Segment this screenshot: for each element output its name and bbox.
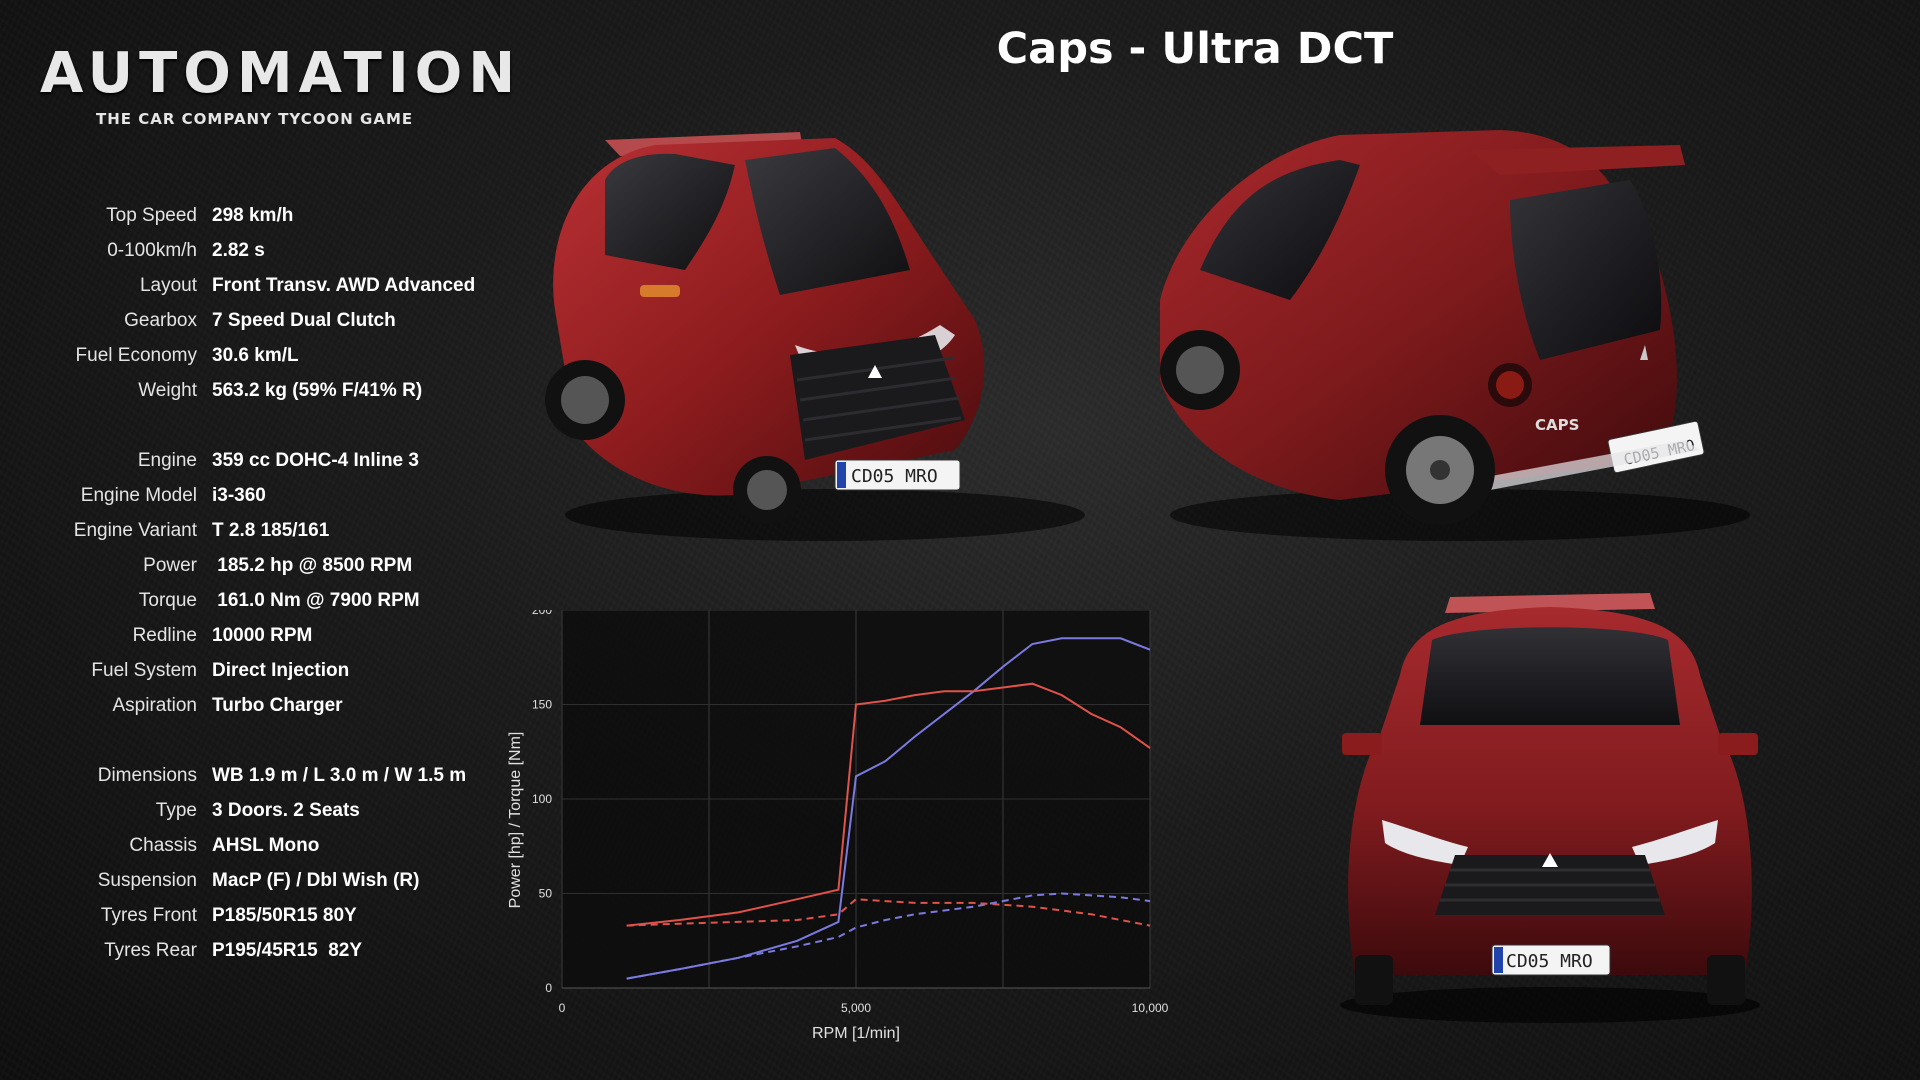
y-axis-label: Power [hp] / Torque [Nm] bbox=[507, 732, 524, 909]
spec-group-performance: Top Speed 298 km/h 0-100km/h 2.82 s Layout… bbox=[40, 198, 510, 408]
spec-row: Suspension MacP (F) / Dbl Wish (R) bbox=[40, 863, 510, 898]
x-tick-label: 0 bbox=[559, 1001, 566, 1015]
spec-row: Tyres Front P185/50R15 80Y bbox=[40, 898, 510, 933]
spec-label: Aspiration bbox=[112, 694, 198, 716]
spec-row: Redline 10000 RPM bbox=[40, 618, 510, 653]
game-logo: AUTOMATION THE CAR COMPANY TYCOON GAME bbox=[40, 41, 522, 134]
spec-label: Chassis bbox=[129, 834, 197, 856]
spec-sheet: Top Speed 298 km/h 0-100km/h 2.82 s Layout… bbox=[40, 198, 510, 968]
spec-value: T 2.8 185/161 bbox=[212, 519, 330, 541]
spec-value: AHSL Mono bbox=[212, 834, 320, 856]
spec-group-engine: Engine 359 cc DOHC-4 Inline 3 Engine Mode… bbox=[40, 443, 510, 723]
y-tick-label: 0 bbox=[545, 981, 552, 995]
series-line-3 bbox=[626, 892, 1151, 980]
series-line-2 bbox=[626, 682, 1151, 927]
spec-label: Gearbox bbox=[124, 309, 197, 331]
model-badge: CAPS bbox=[1535, 416, 1579, 434]
spec-label: Tyres Front bbox=[100, 904, 197, 926]
spec-row: Tyres Rear P195/45R15 82Y bbox=[40, 933, 510, 968]
x-tick-label: 5,000 bbox=[841, 1001, 871, 1015]
spec-row: Chassis AHSL Mono bbox=[40, 828, 510, 863]
car-title: Caps - Ultra DCT bbox=[996, 24, 1394, 74]
spec-value: Direct Injection bbox=[212, 659, 350, 681]
spec-value: MacP (F) / Dbl Wish (R) bbox=[212, 869, 420, 891]
spec-spacer bbox=[40, 723, 510, 758]
car-rear-three-quarter-image: CAPS CD05 MRO bbox=[1160, 130, 1750, 541]
spec-row: Dimensions WB 1.9 m / L 3.0 m / W 1.5 m bbox=[40, 758, 510, 793]
spec-value: P185/50R15 80Y bbox=[212, 904, 357, 926]
spec-value: 161.0 Nm @ 7900 RPM bbox=[212, 589, 420, 611]
spec-label: Fuel System bbox=[91, 659, 197, 681]
spec-row: Engine Variant T 2.8 185/161 bbox=[40, 513, 510, 548]
y-tick-label: 100 bbox=[532, 792, 552, 806]
grille-lines bbox=[796, 356, 962, 442]
chart-lines bbox=[626, 637, 1151, 980]
spec-label: Top Speed bbox=[106, 204, 197, 226]
spec-row: Engine 359 cc DOHC-4 Inline 3 bbox=[40, 443, 510, 478]
spec-value: 359 cc DOHC-4 Inline 3 bbox=[212, 449, 419, 471]
spec-row: Power 185.2 hp @ 8500 RPM bbox=[40, 548, 510, 583]
spec-label: Power bbox=[143, 554, 197, 576]
spec-value: 10000 RPM bbox=[212, 624, 313, 646]
series-line-1 bbox=[626, 637, 1151, 980]
spec-label: 0-100km/h bbox=[107, 239, 197, 261]
spec-value: 3 Doors. 2 Seats bbox=[212, 799, 360, 821]
spec-group-body: Dimensions WB 1.9 m / L 3.0 m / W 1.5 m T… bbox=[40, 758, 510, 968]
spec-row: Engine Model i3-360 bbox=[40, 478, 510, 513]
spec-label: Redline bbox=[132, 624, 197, 646]
spec-row: Layout Front Transv. AWD Advanced bbox=[40, 268, 510, 303]
spec-value: 563.2 kg (59% F/41% R) bbox=[212, 379, 423, 401]
spec-value: i3-360 bbox=[212, 484, 266, 506]
y-tick-label: 150 bbox=[532, 698, 552, 712]
car-front-view-image: CD05 MRO bbox=[1340, 593, 1760, 1023]
spec-row: Aspiration Turbo Charger bbox=[40, 688, 510, 723]
y-tick-label: 50 bbox=[539, 887, 553, 901]
x-tick-label: 10,000 bbox=[1132, 1001, 1169, 1015]
spec-row: 0-100km/h 2.82 s bbox=[40, 233, 510, 268]
spec-value: P195/45R15 82Y bbox=[212, 939, 363, 961]
spec-label: Fuel Economy bbox=[75, 344, 197, 366]
spec-value: 7 Speed Dual Clutch bbox=[212, 309, 396, 331]
spec-value: 298 km/h bbox=[212, 204, 294, 226]
grille-lines bbox=[1440, 868, 1660, 902]
spec-row: Gearbox 7 Speed Dual Clutch bbox=[40, 303, 510, 338]
spec-value: WB 1.9 m / L 3.0 m / W 1.5 m bbox=[212, 764, 467, 786]
spec-value: 2.82 s bbox=[212, 239, 265, 261]
power-torque-chart: 0 50 100 150 200 0 5,000 10,000 RPM [1/min] Pow… bbox=[507, 610, 1169, 1042]
y-tick-label: 200 bbox=[532, 610, 552, 617]
spec-label: Dimensions bbox=[97, 764, 197, 786]
spec-label: Layout bbox=[139, 274, 197, 296]
spec-spacer bbox=[40, 408, 510, 443]
brand-logo-icon bbox=[1542, 853, 1558, 867]
spec-value: 30.6 km/L bbox=[212, 344, 299, 366]
spec-row: Fuel Economy 30.6 km/L bbox=[40, 338, 510, 373]
spec-value: Front Transv. AWD Advanced bbox=[212, 274, 476, 296]
spec-label: Torque bbox=[138, 589, 197, 611]
brand-logo-icon bbox=[868, 365, 882, 378]
spec-label: Type bbox=[155, 799, 197, 821]
spec-label: Suspension bbox=[97, 869, 197, 891]
spec-row: Fuel System Direct Injection bbox=[40, 653, 510, 688]
spec-row: Torque 161.0 Nm @ 7900 RPM bbox=[40, 583, 510, 618]
spec-label: Weight bbox=[138, 379, 197, 401]
series-line-4 bbox=[626, 898, 1151, 927]
spec-row: Type 3 Doors. 2 Seats bbox=[40, 793, 510, 828]
logo-tagline: THE CAR COMPANY TYCOON GAME bbox=[96, 110, 414, 128]
spec-label: Tyres Rear bbox=[104, 939, 197, 961]
spec-value: 185.2 hp @ 8500 RPM bbox=[212, 554, 413, 576]
spec-label: Engine Variant bbox=[73, 519, 197, 541]
spec-label: Engine Model bbox=[80, 484, 197, 506]
spec-label: Engine bbox=[137, 449, 197, 471]
spec-row: Weight 563.2 kg (59% F/41% R) bbox=[40, 373, 510, 408]
spec-row: Top Speed 298 km/h bbox=[40, 198, 510, 233]
logo-wordmark: AUTOMATION bbox=[40, 41, 522, 106]
x-axis-label: RPM [1/min] bbox=[812, 1025, 900, 1042]
license-plate-front: CD05 MRO bbox=[851, 466, 938, 487]
license-plate-front-view: CD05 MRO bbox=[1506, 951, 1593, 972]
spec-value: Turbo Charger bbox=[212, 694, 343, 716]
car-front-three-quarter-image: CD05 MRO bbox=[545, 132, 1085, 541]
chart-ticks: 0 50 100 150 200 0 5,000 10,000 bbox=[532, 610, 1169, 1015]
